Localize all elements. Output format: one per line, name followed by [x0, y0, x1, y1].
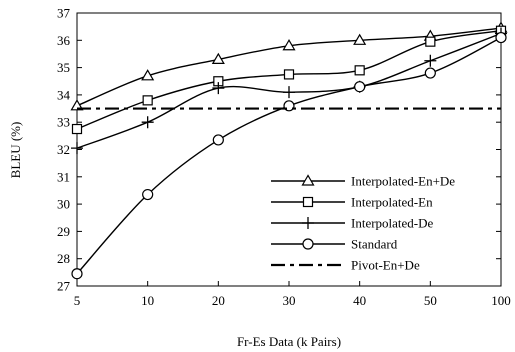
- square-marker: [425, 36, 436, 47]
- legend-label: Interpolated-En+De: [351, 174, 455, 189]
- legend-entry-interpolated-en: Interpolated-En: [271, 195, 433, 210]
- legend-entry-standard: Standard: [271, 237, 398, 252]
- y-tick-label: 33: [57, 115, 70, 130]
- y-tick-label: 29: [57, 224, 70, 239]
- plus-marker: [424, 54, 437, 67]
- circle-marker: [495, 31, 507, 44]
- legend: Interpolated-En+De Interpolated-En Interpo…: [271, 174, 455, 273]
- y-tick-label: 36: [57, 33, 71, 48]
- circle-marker: [302, 238, 314, 250]
- plus-marker: [141, 116, 154, 129]
- plus-marker: [302, 217, 314, 229]
- square-marker: [142, 95, 153, 106]
- triangle-marker: [282, 39, 296, 51]
- triangle-marker: [301, 174, 315, 186]
- circle-marker: [71, 268, 83, 280]
- y-tick-label: 35: [57, 60, 70, 75]
- circle-marker: [142, 188, 154, 201]
- triangle-marker: [141, 69, 155, 81]
- y-tick-label: 37: [57, 6, 71, 21]
- x-tick-label: 20: [212, 293, 225, 308]
- triangle-marker: [70, 99, 84, 111]
- triangle-marker: [211, 52, 225, 65]
- series-interpolated-en: [71, 25, 507, 135]
- legend-entry-interpolated-de: Interpolated-De: [271, 216, 434, 231]
- square-marker: [302, 196, 314, 208]
- x-tick-label: 30: [283, 293, 296, 308]
- square-marker: [283, 69, 295, 80]
- y-tick-label: 28: [57, 251, 70, 266]
- circle-marker: [424, 67, 436, 79]
- legend-entry-pivot-en-de: Pivot-En+De: [271, 258, 420, 273]
- legend-label: Interpolated-De: [351, 216, 434, 231]
- x-tick-label: 100: [491, 293, 511, 308]
- plus-marker: [283, 86, 295, 99]
- y-tick-label: 30: [57, 197, 70, 212]
- y-axis-ticks: 27 28 29 30 31 32 33 34 35 36 37: [57, 6, 501, 294]
- plus-marker: [212, 82, 225, 95]
- circle-marker: [354, 81, 366, 93]
- circle-marker: [212, 134, 224, 146]
- y-axis-label: BLEU (%): [8, 122, 23, 179]
- plot-frame: [76, 12, 502, 287]
- series-standard: [71, 31, 507, 280]
- series-layer: [70, 21, 508, 280]
- y-tick-label: 32: [57, 142, 70, 157]
- square-marker: [354, 65, 365, 76]
- legend-label: Interpolated-En: [351, 195, 433, 210]
- x-tick-label: 5: [74, 293, 81, 308]
- y-tick-label: 27: [57, 279, 71, 294]
- y-tick-label: 34: [57, 87, 71, 102]
- x-tick-label: 40: [353, 293, 366, 308]
- x-tick-label: 10: [141, 293, 154, 308]
- plus-marker: [71, 142, 83, 155]
- triangle-marker: [353, 33, 367, 45]
- x-axis-label: Fr-Es Data (k Pairs): [237, 334, 341, 349]
- legend-label: Standard: [351, 237, 398, 252]
- legend-entry-interpolated-en-de: Interpolated-En+De: [271, 174, 455, 189]
- legend-label: Pivot-En+De: [351, 258, 420, 273]
- x-axis-ticks: 5 10 20 30 40 50 100: [74, 281, 511, 308]
- x-tick-label: 50: [424, 293, 437, 308]
- square-marker: [71, 123, 83, 135]
- y-tick-label: 31: [57, 169, 70, 184]
